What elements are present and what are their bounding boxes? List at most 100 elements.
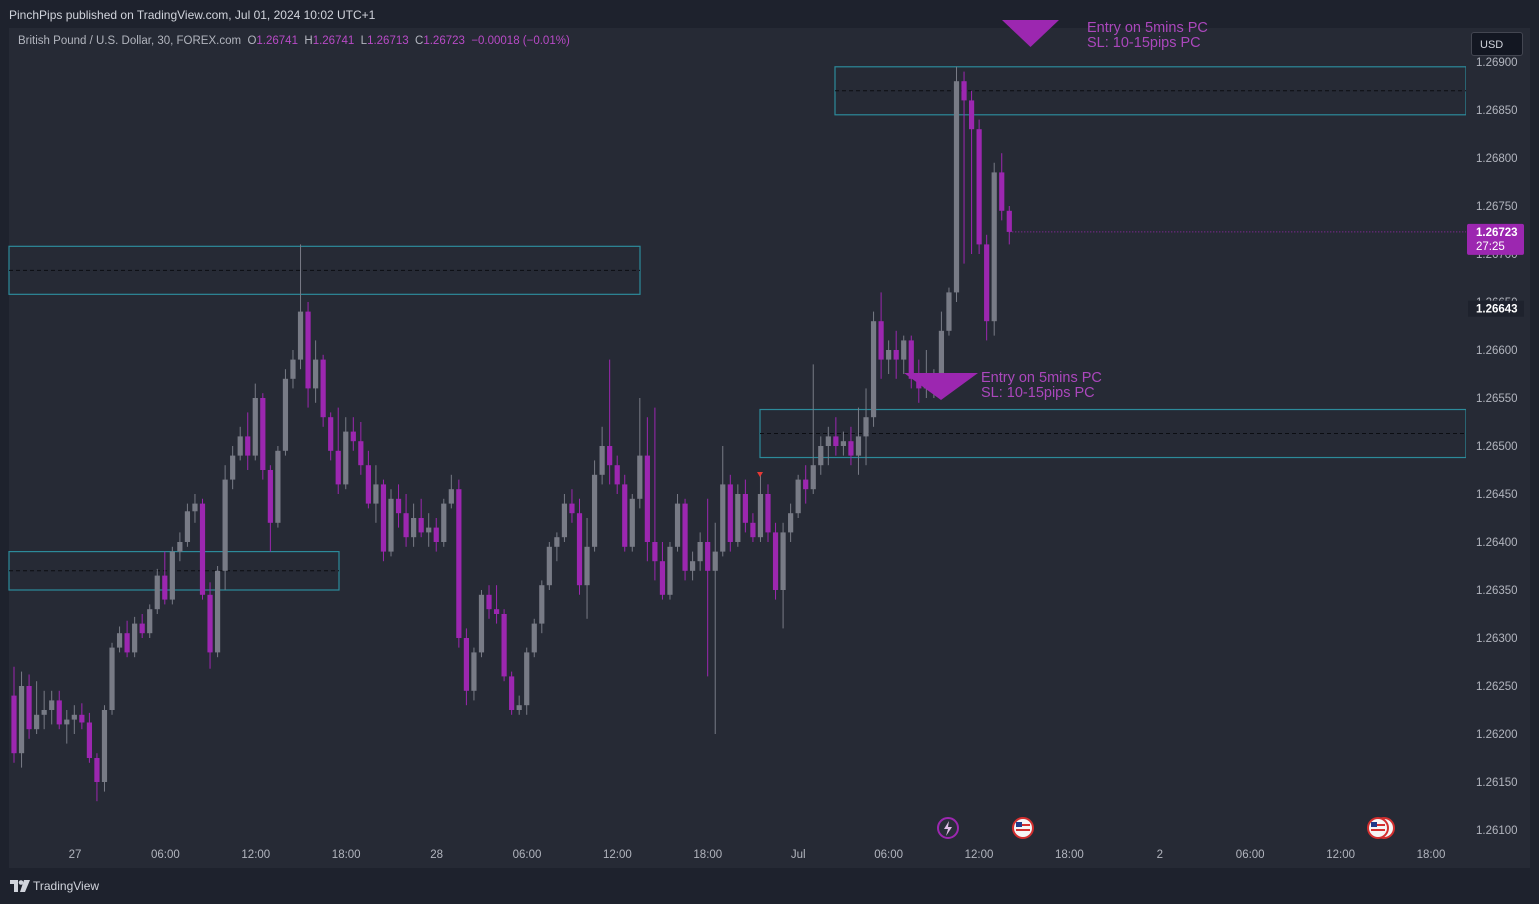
candle[interactable]	[848, 426, 854, 466]
candle[interactable]	[290, 350, 296, 389]
candle[interactable]	[539, 580, 545, 634]
candle[interactable]	[373, 465, 379, 523]
candle[interactable]	[245, 412, 251, 470]
candle[interactable]	[192, 494, 198, 523]
candle[interactable]	[49, 690, 55, 725]
candle[interactable]	[124, 620, 130, 658]
candle[interactable]	[569, 489, 575, 523]
candle[interactable]	[320, 354, 326, 427]
candle[interactable]	[674, 494, 681, 552]
candle[interactable]	[576, 498, 583, 595]
candle[interactable]	[810, 364, 816, 494]
candle[interactable]	[614, 455, 620, 494]
candle[interactable]	[772, 522, 779, 600]
candle[interactable]	[56, 690, 62, 730]
candle[interactable]	[908, 335, 914, 389]
candle[interactable]	[953, 66, 960, 302]
candle[interactable]	[795, 474, 801, 518]
candle[interactable]	[690, 551, 696, 581]
candle[interactable]	[471, 647, 477, 701]
candle[interactable]	[486, 585, 492, 619]
candle[interactable]	[64, 710, 70, 744]
candle[interactable]	[682, 498, 688, 581]
candle[interactable]	[26, 674, 32, 739]
candle[interactable]	[780, 522, 786, 629]
candle[interactable]	[222, 465, 228, 590]
candle[interactable]	[757, 474, 764, 542]
candle[interactable]	[71, 705, 77, 734]
candle[interactable]	[162, 551, 168, 605]
candle[interactable]	[380, 479, 387, 562]
candle[interactable]	[305, 302, 311, 408]
footer-brand[interactable]: TradingView	[33, 879, 100, 893]
candle[interactable]	[886, 340, 892, 374]
candle[interactable]	[727, 474, 733, 552]
candle[interactable]	[335, 407, 341, 494]
candle[interactable]	[463, 628, 469, 706]
candle[interactable]	[365, 450, 371, 509]
candle[interactable]	[712, 522, 718, 734]
candle[interactable]	[720, 446, 726, 557]
candle[interactable]	[863, 388, 869, 466]
candle[interactable]	[788, 503, 794, 542]
currency-button[interactable]: USD	[1471, 32, 1523, 56]
candle[interactable]	[840, 431, 846, 456]
candle[interactable]	[991, 162, 997, 336]
candle[interactable]	[94, 753, 100, 802]
candle[interactable]	[260, 393, 266, 480]
candle[interactable]	[154, 568, 160, 614]
candle[interactable]	[267, 465, 273, 552]
candle[interactable]	[297, 244, 304, 370]
candle[interactable]	[350, 417, 356, 451]
candle[interactable]	[524, 647, 530, 715]
candle[interactable]	[478, 590, 485, 658]
us-flag-icon[interactable]	[1012, 817, 1034, 839]
candle[interactable]	[177, 532, 183, 562]
event-markers[interactable]	[937, 817, 1395, 839]
candle[interactable]	[433, 518, 439, 552]
candle[interactable]	[659, 542, 666, 600]
candle[interactable]	[509, 671, 515, 715]
candle[interactable]	[184, 503, 191, 547]
us-flag-icon[interactable]	[1367, 817, 1389, 839]
candle[interactable]	[116, 626, 123, 653]
candle[interactable]	[705, 498, 711, 677]
candle[interactable]	[803, 465, 809, 504]
candle[interactable]	[426, 513, 432, 547]
candle[interactable]	[901, 335, 907, 374]
candle[interactable]	[501, 609, 507, 682]
candle[interactable]	[599, 426, 605, 485]
candle[interactable]	[343, 417, 349, 490]
candle[interactable]	[546, 542, 552, 590]
candle[interactable]	[870, 311, 877, 427]
candle[interactable]	[11, 666, 17, 763]
candle[interactable]	[328, 412, 334, 461]
candle[interactable]	[742, 479, 748, 533]
candle[interactable]	[207, 582, 213, 669]
candle[interactable]	[395, 484, 402, 528]
candle[interactable]	[893, 330, 899, 379]
candle[interactable]	[403, 494, 409, 547]
candle[interactable]	[34, 681, 40, 734]
price-axis[interactable]: 1.269001.268501.268001.267501.267001.266…	[1466, 28, 1530, 868]
candle[interactable]	[637, 398, 643, 509]
candle[interactable]	[584, 518, 590, 619]
candle[interactable]	[961, 71, 967, 264]
candle[interactable]	[999, 153, 1005, 221]
candle[interactable]	[750, 513, 756, 542]
candle[interactable]	[984, 234, 990, 341]
candle[interactable]	[86, 712, 92, 763]
candle[interactable]	[79, 703, 85, 730]
candle[interactable]	[18, 671, 25, 768]
candle[interactable]	[622, 474, 628, 552]
candle[interactable]	[441, 498, 447, 547]
candle[interactable]	[818, 436, 824, 475]
candle[interactable]	[388, 489, 394, 557]
candle[interactable]	[652, 407, 658, 581]
candle[interactable]	[358, 422, 364, 475]
candle[interactable]	[109, 642, 115, 715]
tradingview-logo-icon[interactable]	[10, 880, 30, 892]
candle[interactable]	[139, 614, 145, 638]
candle[interactable]	[607, 359, 613, 485]
